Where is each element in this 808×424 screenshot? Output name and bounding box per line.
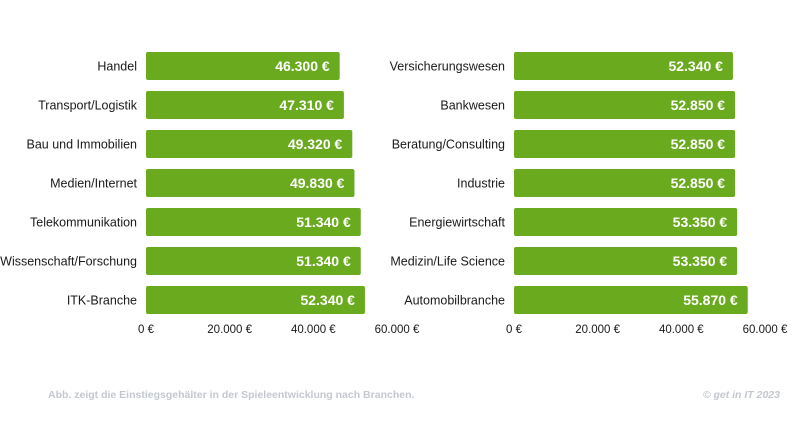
bar	[146, 52, 340, 80]
bar	[146, 91, 344, 119]
category-label: Wissenschaft/Forschung	[0, 255, 137, 269]
chart-2: Versicherungswesen 52.340 € Bankwesen 52.85…	[390, 52, 788, 336]
bar	[514, 247, 738, 275]
data-label: 49.320 €	[288, 136, 343, 152]
data-label: 51.340 €	[296, 214, 351, 230]
x-tick-label: 20.000 €	[207, 324, 252, 336]
bar	[514, 286, 748, 314]
category-label: Bankwesen	[440, 99, 505, 113]
category-label: Industrie	[457, 177, 505, 191]
data-label: 52.850 €	[671, 175, 726, 191]
category-label: Medien/Internet	[50, 177, 137, 191]
x-tick-label: 20.000 €	[575, 324, 620, 336]
x-tick-label: 0 €	[506, 324, 523, 336]
bar	[146, 130, 353, 158]
salary-charts: Handel 46.300 € Transport/Logistik 47.310 €…	[0, 52, 788, 336]
bar	[146, 208, 361, 236]
copyright-notice: © get in IT 2023	[702, 389, 780, 401]
bar	[514, 130, 736, 158]
data-label: 49.830 €	[290, 175, 345, 191]
bar	[514, 52, 733, 80]
category-label: Telekommunikation	[30, 216, 137, 230]
x-tick-label: 60.000 €	[375, 324, 420, 336]
category-label: Energiewirtschaft	[409, 216, 505, 230]
bar	[146, 247, 361, 275]
x-tick-label: 40.000 €	[291, 324, 336, 336]
bar	[514, 208, 738, 236]
category-label: Medizin/Life Science	[390, 255, 505, 269]
category-label: Beratung/Consulting	[392, 138, 505, 152]
data-label: 51.340 €	[296, 253, 351, 269]
bar	[514, 91, 736, 119]
bar	[146, 169, 355, 197]
data-label: 53.350 €	[673, 253, 728, 269]
data-label: 55.870 €	[683, 292, 738, 308]
data-label: 52.850 €	[671, 136, 726, 152]
category-label: Automobilbranche	[404, 294, 505, 308]
figure-caption: Abb. zeigt die Einstiegsgehälter in der …	[48, 389, 415, 401]
data-label: 52.340 €	[300, 292, 355, 308]
bar	[514, 169, 736, 197]
data-label: 53.350 €	[673, 214, 728, 230]
category-label: Bau und Immobilien	[27, 138, 138, 152]
category-label: ITK-Branche	[67, 294, 137, 308]
data-label: 47.310 €	[279, 97, 334, 113]
x-tick-label: 0 €	[138, 324, 155, 336]
bar	[146, 286, 365, 314]
data-label: 46.300 €	[275, 58, 330, 74]
category-label: Transport/Logistik	[38, 99, 138, 113]
x-tick-label: 60.000 €	[743, 324, 788, 336]
chart-1: Handel 46.300 € Transport/Logistik 47.310 €…	[0, 52, 420, 336]
data-label: 52.340 €	[668, 58, 723, 74]
category-label: Versicherungswesen	[390, 60, 505, 74]
data-label: 52.850 €	[671, 97, 726, 113]
x-tick-label: 40.000 €	[659, 324, 704, 336]
category-label: Handel	[97, 60, 137, 74]
